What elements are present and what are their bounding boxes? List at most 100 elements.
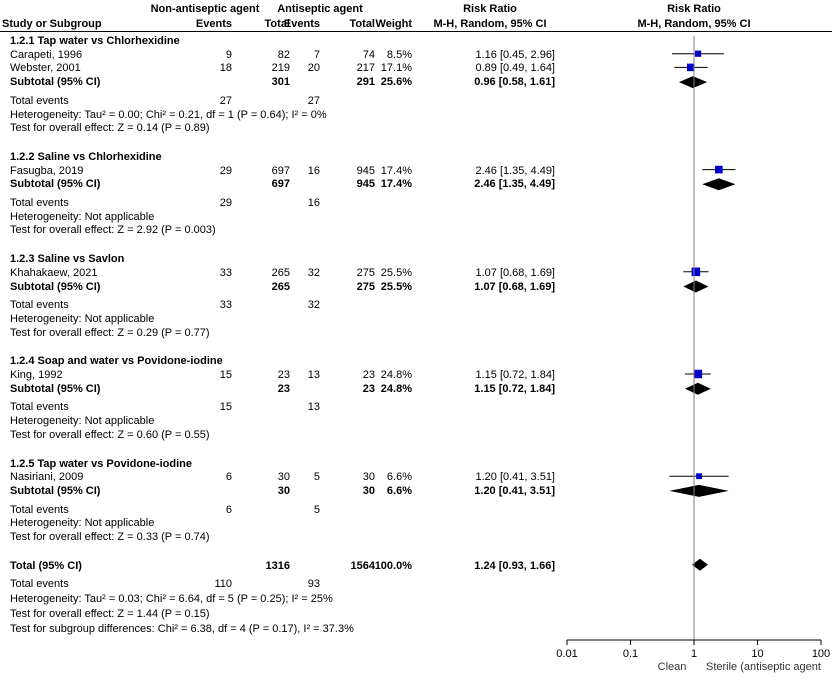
study-events2: 32 xyxy=(307,266,320,279)
study-total2: 275 xyxy=(356,266,375,279)
total-events1: 33 xyxy=(219,299,232,312)
total-events-label: Total events xyxy=(10,94,69,107)
subtotal-total1: 265 xyxy=(271,280,290,293)
x-axis-tick-label: 0.01 xyxy=(556,648,577,660)
study-events2: 5 xyxy=(313,471,320,484)
study-total1: 23 xyxy=(277,369,290,381)
study-weight: 17.4% xyxy=(380,164,412,177)
subtotal-total1: 23 xyxy=(277,382,290,395)
subtotal-total2: 945 xyxy=(356,178,375,191)
study-total2: 217 xyxy=(356,62,375,75)
study-events2: 13 xyxy=(307,369,320,381)
subtotal-ci-text: 1.07 [0.68, 1.69] xyxy=(474,280,555,293)
study-point-marker xyxy=(693,369,703,379)
weight-column-header: Weight xyxy=(375,18,412,30)
subtotal-diamond xyxy=(702,178,736,191)
total-events2: 16 xyxy=(307,197,320,209)
study-events2: 20 xyxy=(307,62,320,75)
total-events2: 13 xyxy=(307,401,320,414)
study-ci-text: 0.89 [0.49, 1.64] xyxy=(475,62,555,75)
subtotal-total2: 23 xyxy=(362,382,375,395)
risk-ratio-header: Risk Ratio xyxy=(463,3,517,15)
subtotal-total2: 291 xyxy=(356,76,375,89)
total-events2: 32 xyxy=(307,299,320,312)
subgroup-differences-text: Test for subgroup differences: Chi² = 6.… xyxy=(10,622,354,635)
overall-events1: 110 xyxy=(214,578,232,591)
study-point-marker xyxy=(687,63,695,72)
study-ci-text: 2.46 [1.35, 4.49] xyxy=(475,164,555,177)
plot-risk-ratio-header: Risk Ratio xyxy=(667,3,721,15)
total-events1: 6 xyxy=(225,503,232,516)
subtotal-total1: 301 xyxy=(271,76,290,89)
subtotal-diamond xyxy=(669,484,729,497)
study-events2: 7 xyxy=(313,48,320,61)
subtotal-label: Subtotal (95% CI) xyxy=(10,484,101,497)
subtotal-weight: 24.8% xyxy=(380,382,412,395)
study-weight: 25.5% xyxy=(380,266,412,279)
subtotal-label: Subtotal (95% CI) xyxy=(10,178,101,191)
events1-column-header: Events xyxy=(195,18,232,30)
study-total2: 945 xyxy=(356,164,375,177)
heterogeneity-text: Heterogeneity: Not applicable xyxy=(10,210,155,223)
x-axis-tick-label: 0.1 xyxy=(623,648,638,660)
total-total2: 1564 xyxy=(350,559,375,572)
total-events1: 27 xyxy=(219,94,232,107)
subtotal-weight: 6.6% xyxy=(386,484,412,497)
total-total1: 1316 xyxy=(265,559,290,572)
study-weight: 24.8% xyxy=(380,369,412,381)
subgroup-title: 1.2.5 Tap water vs Povidone-iodine xyxy=(10,457,192,470)
favours-right-label: Sterile (antiseptic agent xyxy=(706,661,821,673)
total-ci-text: 1.24 [0.93, 1.66] xyxy=(474,559,555,572)
study-events1: 9 xyxy=(225,48,232,61)
overall-diamond xyxy=(691,558,708,571)
study-ci-text: 1.16 [0.45, 2.96] xyxy=(475,48,555,61)
plot-method-header: M-H, Random, 95% CI xyxy=(637,18,751,30)
subtotal-ci-text: 0.96 [0.58, 1.61] xyxy=(474,76,555,89)
study-events1: 15 xyxy=(219,369,232,381)
subtotal-total2: 275 xyxy=(356,280,375,293)
study-point-marker xyxy=(694,50,702,57)
total-events2: 5 xyxy=(313,503,320,516)
study-weight: 17.1% xyxy=(380,62,412,75)
subtotal-label: Subtotal (95% CI) xyxy=(10,76,101,89)
subtotal-diamond xyxy=(684,382,711,395)
study-point-marker xyxy=(715,165,723,174)
subtotal-ci-text: 1.20 [0.41, 3.51] xyxy=(474,484,555,497)
group2-header: Antiseptic agent xyxy=(277,3,363,15)
study-ci-text: 1.15 [0.72, 1.84] xyxy=(475,369,555,381)
header-divider xyxy=(0,31,832,32)
study-total2: 23 xyxy=(362,369,375,381)
overall-effect-text: Test for overall effect: Z = 0.60 (P = 0… xyxy=(10,428,210,441)
study-name: Nasiriani, 2009 xyxy=(10,471,84,484)
total-events1: 29 xyxy=(219,197,232,209)
method-column-header: M-H, Random, 95% CI xyxy=(433,18,547,30)
study-total2: 30 xyxy=(362,471,375,484)
study-point-marker xyxy=(691,267,701,277)
total1-column-header: Total xyxy=(264,18,290,30)
total-events-label: Total events xyxy=(10,503,69,516)
group1-header: Non-antiseptic agent xyxy=(150,3,260,15)
study-events1: 29 xyxy=(219,164,232,177)
study-events1: 6 xyxy=(225,471,232,484)
subtotal-total1: 697 xyxy=(271,178,290,191)
study-events1: 33 xyxy=(219,266,232,279)
study-total1: 82 xyxy=(277,48,290,61)
overall-effect-total-text: Test for overall effect: Z = 1.44 (P = 0… xyxy=(10,607,210,620)
study-total1: 219 xyxy=(271,62,290,75)
study-name: Fasugba, 2019 xyxy=(10,164,84,177)
study-ci-text: 1.20 [0.41, 3.51] xyxy=(475,471,555,484)
subtotal-weight: 25.6% xyxy=(380,76,412,89)
total-events1: 15 xyxy=(219,401,232,414)
total-events-label: Total events xyxy=(10,197,69,209)
overall-heterogeneity-text: Heterogeneity: Tau² = 0.03; Chi² = 6.64,… xyxy=(10,593,333,606)
study-name: Khahakaew, 2021 xyxy=(10,266,98,279)
study-total2: 74 xyxy=(362,48,375,61)
study-weight: 6.6% xyxy=(386,471,412,484)
total-label: Total (95% CI) xyxy=(10,559,82,572)
heterogeneity-text: Heterogeneity: Not applicable xyxy=(10,517,155,530)
heterogeneity-text: Heterogeneity: Tau² = 0.00; Chi² = 0.21,… xyxy=(10,108,327,121)
subtotal-label: Subtotal (95% CI) xyxy=(10,280,101,293)
subtotal-diamond xyxy=(683,280,709,293)
heterogeneity-text: Heterogeneity: Not applicable xyxy=(10,312,155,325)
overall-effect-text: Test for overall effect: Z = 0.14 (P = 0… xyxy=(10,122,210,135)
